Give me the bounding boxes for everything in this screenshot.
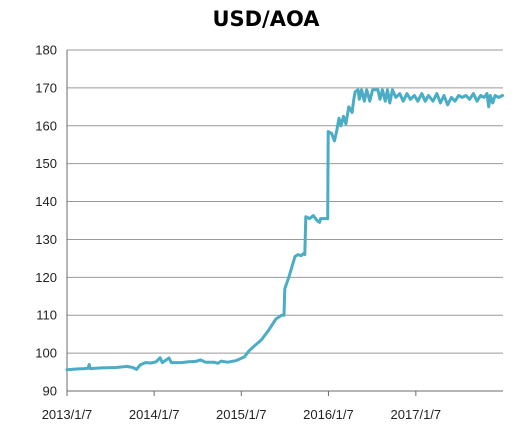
y-axis-ticks: 90 100 110 120 130 140 150 160 170 180 xyxy=(35,43,57,399)
x-tick-label: 2016/1/7 xyxy=(303,407,354,422)
gridlines xyxy=(67,49,503,392)
y-tick-label: 120 xyxy=(35,270,57,285)
y-tick-label: 130 xyxy=(35,232,57,247)
chart-title: USD/AOA xyxy=(212,7,320,31)
series-line xyxy=(65,88,504,372)
y-tick-label: 90 xyxy=(43,384,57,399)
x-tick-label: 2015/1/7 xyxy=(216,407,267,422)
y-tick-label: 100 xyxy=(35,346,57,361)
x-tick-label: 2017/1/7 xyxy=(391,407,442,422)
y-tick-label: 180 xyxy=(35,43,57,58)
y-tick-label: 150 xyxy=(35,156,57,171)
series-layer xyxy=(65,88,504,372)
y-tick-label: 160 xyxy=(35,118,57,133)
x-tick-label: 2013/1/7 xyxy=(42,407,93,422)
y-tick-label: 110 xyxy=(36,308,57,323)
y-tick-label: 140 xyxy=(35,194,57,209)
x-tick-label: 2014/1/7 xyxy=(129,407,180,422)
x-axis: 2013/1/7 2014/1/7 2015/1/7 2016/1/7 2017/1/7 xyxy=(42,50,503,422)
y-tick-label: 170 xyxy=(35,80,57,95)
